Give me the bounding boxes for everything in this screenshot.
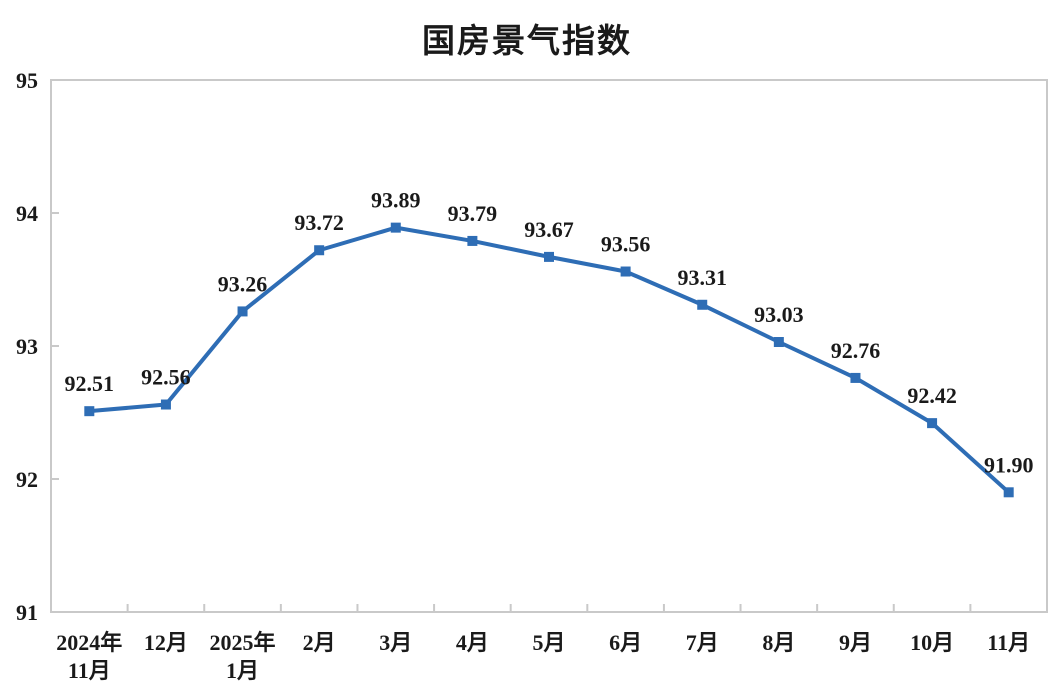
data-point-label: 93.67 (524, 217, 574, 242)
data-point-marker (927, 418, 938, 429)
data-point-marker (850, 372, 861, 383)
y-axis-tick-label: 91 (16, 600, 38, 625)
data-point-label: 92.42 (907, 383, 957, 408)
data-point-marker (467, 235, 478, 246)
data-point-marker (160, 399, 171, 410)
data-point-marker (773, 337, 784, 348)
data-point-marker (1003, 487, 1014, 498)
y-axis-tick-label: 94 (16, 201, 38, 226)
y-axis-tick-label: 92 (16, 467, 38, 492)
x-axis-label: 5月 (532, 630, 565, 655)
x-axis-label: 6月 (609, 630, 642, 655)
data-point-label: 93.79 (448, 201, 498, 226)
data-point-label: 92.56 (141, 365, 191, 390)
data-point-label: 93.03 (754, 302, 804, 327)
data-point-label: 91.90 (984, 452, 1034, 477)
x-axis-label: 11月 (987, 630, 1030, 655)
data-point-label: 93.31 (677, 265, 727, 290)
x-axis-label: 12月 (144, 630, 188, 655)
data-point-marker (390, 222, 401, 233)
x-axis-label: 11月 (68, 658, 111, 683)
data-point-label: 93.89 (371, 188, 421, 213)
data-point-marker (697, 299, 708, 310)
data-point-label: 93.26 (218, 271, 268, 296)
x-axis-label: 1月 (226, 658, 259, 683)
data-point-marker (237, 306, 248, 317)
x-axis-label: 10月 (910, 630, 954, 655)
chart-title: 国房景气指数 (422, 22, 632, 59)
x-axis-label: 2024年 (56, 630, 122, 655)
data-point-marker (84, 406, 95, 417)
data-point-marker (544, 251, 554, 262)
x-axis-label: 4月 (456, 630, 489, 655)
x-axis-label: 7月 (686, 630, 719, 655)
data-point-marker (620, 266, 631, 277)
y-axis-tick-label: 93 (16, 334, 38, 359)
plot-border (50, 79, 1048, 613)
x-axis-label: 8月 (762, 630, 795, 655)
x-axis-label: 9月 (839, 630, 872, 655)
y-axis-tick-label: 95 (16, 68, 38, 93)
data-point-marker (314, 245, 325, 256)
data-point-label: 93.56 (601, 232, 651, 257)
data-point-label: 92.51 (65, 371, 115, 396)
data-point-label: 92.76 (831, 338, 881, 363)
data-point-label: 93.72 (294, 210, 344, 235)
x-axis-label: 3月 (379, 630, 412, 655)
x-axis-label: 2月 (303, 630, 336, 655)
x-axis-label: 2025年 (210, 630, 276, 655)
